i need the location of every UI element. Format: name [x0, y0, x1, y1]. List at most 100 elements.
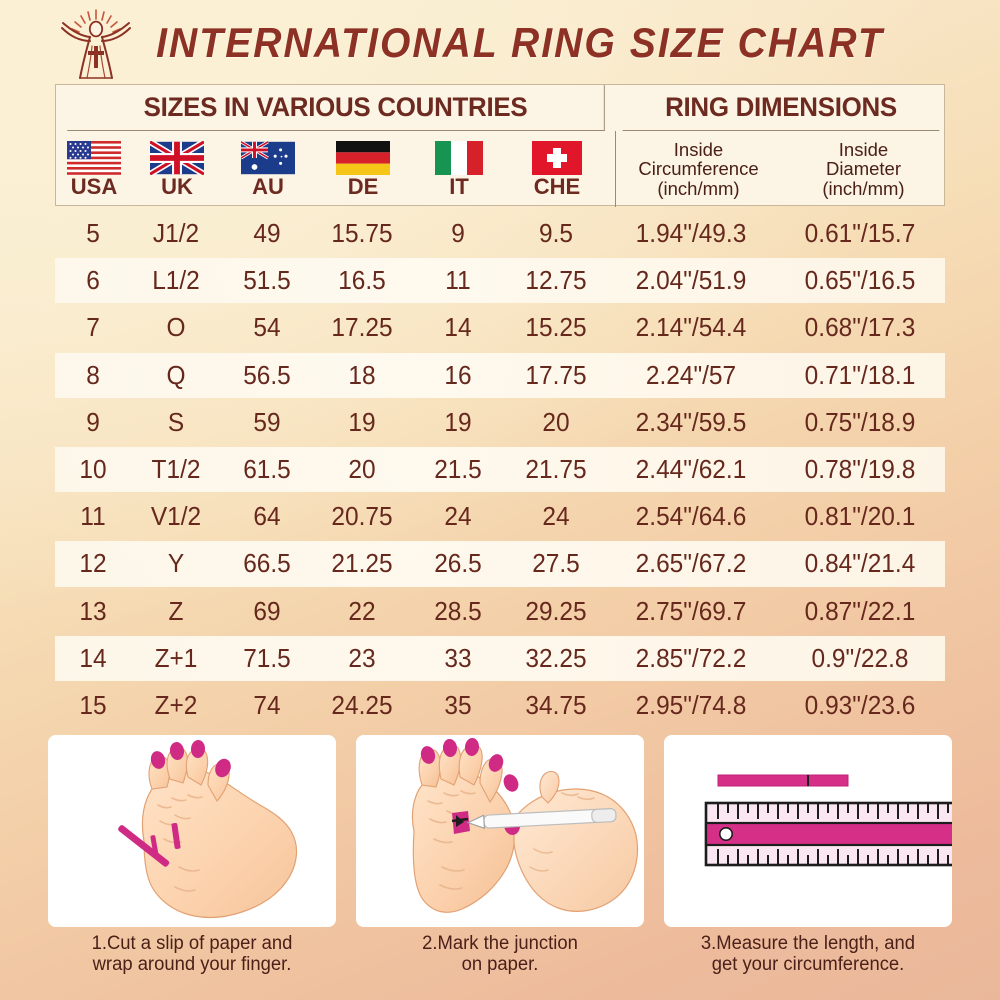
table-row: 15 Z+2 74 24.25 35 34.75 2.95"/74.8 0.93…: [55, 682, 945, 729]
group-header-countries: SIZES IN VARIOUS COUNTRIES: [67, 85, 605, 131]
step-2-caption: 2.Mark the junction on paper.: [360, 933, 639, 976]
step-1-caption-line2: wrap around your finger.: [92, 954, 292, 976]
cell-usa: 9: [86, 406, 100, 437]
measuring-instructions: 1.Cut a slip of paper and wrap around yo…: [48, 735, 952, 993]
cell-usa: 6: [86, 265, 100, 296]
cell-che: 32.25: [525, 642, 587, 673]
cell-de: 24.25: [331, 689, 393, 720]
country-flag-header-row: USA UK: [56, 131, 616, 207]
cell-usa: 5: [86, 218, 100, 249]
column-header-inside-diameter: Inside Diameter (inch/mm): [781, 131, 946, 207]
column-header-inside-circumference: Inside Circumference (inch/mm): [616, 131, 781, 207]
cell-usa: 10: [79, 454, 107, 485]
step-1: 1.Cut a slip of paper and wrap around yo…: [48, 735, 336, 993]
step-1-caption-line1: 1.Cut a slip of paper and: [91, 933, 293, 954]
cell-de: 20.75: [331, 501, 393, 532]
cell-uk: T1/2: [151, 454, 201, 485]
cell-uk: L1/2: [152, 265, 200, 296]
cell-circumference: 1.94"/49.3: [635, 218, 747, 249]
cell-circumference: 2.75"/69.7: [635, 595, 747, 626]
cell-de: 15.75: [331, 218, 393, 249]
cell-de: 23: [348, 642, 376, 673]
step-3-caption-line2: get your circumference.: [711, 954, 905, 976]
circumference-line1: Inside: [673, 138, 724, 160]
cell-diameter: 0.84"/21.4: [804, 548, 916, 579]
cell-circumference: 2.65"/67.2: [635, 548, 747, 579]
cell-circumference: 2.85"/72.2: [635, 642, 747, 673]
cell-circumference: 2.14"/54.4: [635, 312, 747, 343]
cell-usa: 11: [80, 501, 106, 532]
cell-uk: Z+1: [154, 642, 198, 673]
column-label-de: DE: [347, 173, 379, 199]
step-3: 3.Measure the length, and get your circu…: [664, 735, 952, 993]
circumference-line3: (inch/mm): [657, 177, 740, 199]
cell-uk: S: [167, 406, 185, 437]
ring-size-table: 5 J1/2 49 15.75 9 9.5 1.94"/49.3 0.61"/1…: [55, 210, 945, 729]
cell-au: 71.5: [243, 642, 291, 673]
hand-with-paper-strip-icon: [48, 735, 336, 927]
cell-uk: O: [166, 312, 186, 343]
cell-che: 12.75: [525, 265, 587, 296]
cell-diameter: 0.71"/18.1: [804, 359, 916, 390]
column-label-uk: UK: [161, 173, 193, 199]
cell-au: 59: [253, 406, 281, 437]
cell-uk: Z: [168, 595, 184, 626]
column-header-it: IT: [412, 140, 506, 198]
cell-che: 21.75: [525, 454, 587, 485]
cell-circumference: 2.24"/57: [645, 359, 737, 390]
cell-it: 28.5: [434, 595, 482, 626]
cell-uk: Y: [167, 548, 185, 579]
cell-diameter: 0.75"/18.9: [804, 406, 916, 437]
cell-it: 16: [444, 359, 472, 390]
cell-usa: 14: [79, 642, 107, 673]
cell-de: 21.25: [331, 548, 393, 579]
cell-it: 19: [444, 406, 472, 437]
cell-de: 17.25: [331, 312, 393, 343]
table-row: 7 O 54 17.25 14 15.25 2.14"/54.4 0.68"/1…: [55, 304, 945, 351]
flag-uk-icon: [150, 140, 204, 175]
cell-che: 15.25: [525, 312, 587, 343]
cell-usa: 8: [86, 359, 100, 390]
column-header-usa: USA: [56, 140, 132, 198]
step-3-caption: 3.Measure the length, and get your circu…: [668, 933, 947, 976]
flag-switzerland-icon: [532, 140, 582, 175]
table-row: 10 T1/2 61.5 20 21.5 21.75 2.44"/62.1 0.…: [55, 446, 945, 493]
cell-it: 21.5: [434, 454, 482, 485]
cell-it: 9: [451, 218, 465, 249]
table-row: 5 J1/2 49 15.75 9 9.5 1.94"/49.3 0.61"/1…: [55, 210, 945, 257]
cell-circumference: 2.54"/64.6: [635, 501, 747, 532]
cell-usa: 12: [79, 548, 107, 579]
flag-italy-icon: [435, 140, 483, 175]
cell-uk: J1/2: [152, 218, 200, 249]
column-label-au: AU: [252, 173, 284, 199]
cell-au: 61.5: [243, 454, 291, 485]
step-2: 2.Mark the junction on paper.: [356, 735, 644, 993]
hands-marking-paper-with-pen-icon: [356, 735, 644, 927]
flag-germany-icon: [336, 140, 390, 175]
table-row: 14 Z+1 71.5 23 33 32.25 2.85"/72.2 0.9"/…: [55, 635, 945, 682]
cell-de: 19: [348, 406, 376, 437]
cell-diameter: 0.87"/22.1: [804, 595, 916, 626]
column-header-uk: UK: [132, 140, 222, 199]
cell-diameter: 0.61"/15.7: [804, 218, 916, 249]
cell-it: 14: [444, 312, 472, 343]
flag-usa-icon: [67, 140, 121, 175]
table-row: 9 S 59 19 19 20 2.34"/59.5 0.75"/18.9: [55, 399, 945, 446]
group-header-dimensions: RING DIMENSIONS: [622, 85, 940, 131]
column-header-che: CHE: [506, 140, 608, 198]
cell-au: 56.5: [243, 359, 291, 390]
cell-circumference: 2.95"/74.8: [635, 689, 747, 720]
cell-che: 34.75: [525, 689, 587, 720]
cell-it: 24: [444, 501, 472, 532]
risen-christ-logo-icon: [48, 6, 144, 84]
column-header-au: AU: [222, 140, 314, 199]
title-bar: INTERNATIONAL RING SIZE CHART: [0, 0, 1000, 86]
cell-diameter: 0.9"/22.8: [811, 642, 909, 673]
cell-de: 22: [348, 595, 376, 626]
cell-uk: Z+2: [154, 689, 198, 720]
page-title: INTERNATIONAL RING SIZE CHART: [156, 19, 884, 66]
cell-che: 9.5: [539, 218, 573, 249]
cell-au: 64: [253, 501, 281, 532]
cell-circumference: 2.44"/62.1: [635, 454, 747, 485]
cell-circumference: 2.04"/51.9: [635, 265, 747, 296]
